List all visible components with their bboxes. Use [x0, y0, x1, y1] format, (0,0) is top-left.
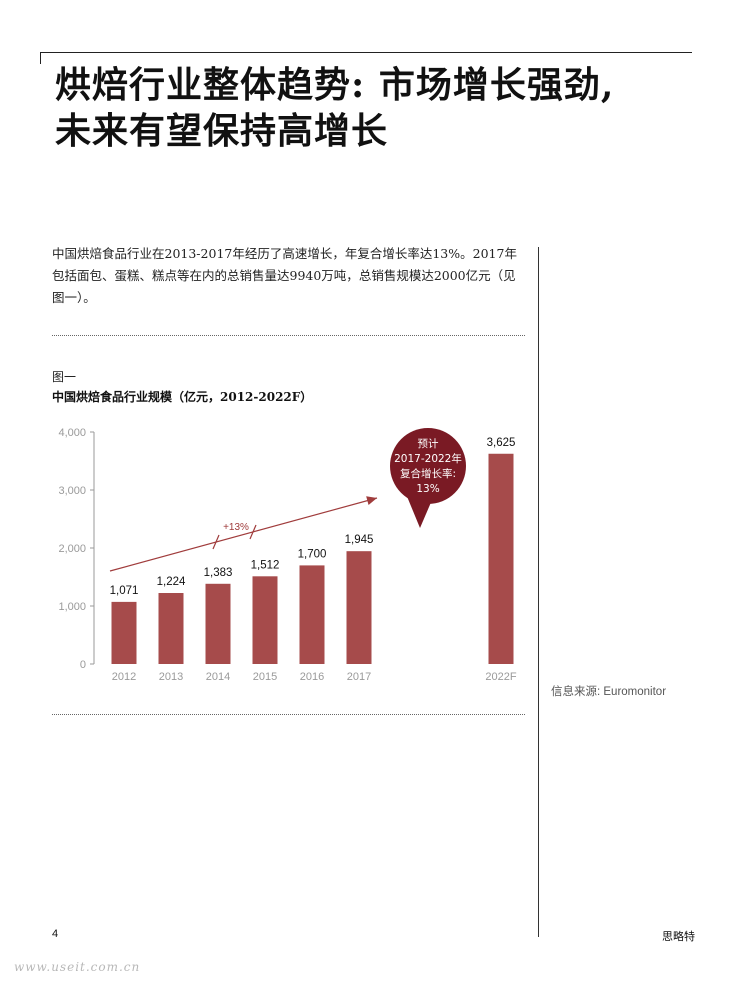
- callout-text-line: 预计: [418, 437, 439, 450]
- bar-value-label: 1,945: [345, 534, 374, 546]
- y-tick-label: 2,000: [58, 543, 86, 555]
- bar: [488, 453, 514, 664]
- bar: [299, 565, 325, 664]
- bar-value-label: 1,071: [110, 585, 139, 597]
- bar: [252, 576, 278, 664]
- y-tick-label: 1,000: [58, 601, 86, 613]
- bar-chart: 0 1,000 2,000 3,000 4,000 1,071 2012 1,224 2013 1…: [58, 427, 516, 683]
- y-tick-label: 4,000: [58, 427, 86, 439]
- page-number: 4: [52, 928, 59, 940]
- callout-bubble: [390, 428, 466, 504]
- callout-text-line: 13%: [416, 483, 439, 495]
- callout-text-line: 2017-2022年: [394, 452, 462, 465]
- bar: [346, 551, 372, 664]
- figure-title: 中国烘焙食品行业规模（亿元，2012-2022F）: [52, 390, 313, 404]
- trend-arrow-head: [366, 496, 377, 505]
- trend-arrow-line: [109, 497, 378, 572]
- x-tick-label: 2016: [300, 671, 324, 683]
- dotted-separator-top: [52, 335, 525, 336]
- x-tick-label: 2012: [112, 671, 136, 683]
- bar-value-label: 3,625: [487, 437, 516, 449]
- brand-name: 思略特: [662, 930, 695, 943]
- trend-break-mark: [249, 524, 257, 540]
- x-tick-label: 2015: [253, 671, 277, 683]
- source-note: 信息来源: Euromonitor: [551, 686, 667, 698]
- figure-label: 图一: [52, 370, 77, 384]
- bar: [158, 593, 184, 664]
- x-tick-label: 2014: [206, 671, 230, 683]
- trend-break-mark: [212, 534, 220, 550]
- x-tick-label: 2013: [159, 671, 183, 683]
- page-title-line-1: 烘焙行业整体趋势: 市场增长强劲,: [55, 64, 615, 106]
- intro-paragraph: 中国烘焙食品行业在2013-2017年经历了高速增长，年复合增长率达13%。20…: [52, 246, 517, 305]
- dotted-separator-bottom: [52, 714, 525, 715]
- column-divider: [538, 247, 539, 937]
- bar-value-label: 1,383: [204, 567, 233, 579]
- watermark: www.useit.com.cn: [14, 960, 141, 974]
- top-rule: [40, 52, 692, 53]
- bar-value-label: 1,700: [298, 548, 327, 560]
- page-title-line-2: 未来有望保持高增长: [55, 110, 389, 152]
- callout-text-line: 复合增长率:: [400, 467, 456, 480]
- trend-growth-label: +13%: [223, 522, 249, 533]
- x-tick-label: 2017: [347, 671, 371, 683]
- top-rule-tick: [40, 52, 41, 64]
- x-tick-label: 2022F: [485, 671, 516, 683]
- y-tick-label: 0: [80, 659, 86, 671]
- y-tick-label: 3,000: [58, 485, 86, 497]
- page-title: 烘焙行业整体趋势: 市场增长强劲, 未来有望保持高增长: [55, 62, 614, 154]
- bar: [205, 583, 231, 664]
- bar-value-label: 1,512: [251, 559, 280, 571]
- bar-value-label: 1,224: [157, 576, 186, 588]
- bar: [111, 601, 137, 664]
